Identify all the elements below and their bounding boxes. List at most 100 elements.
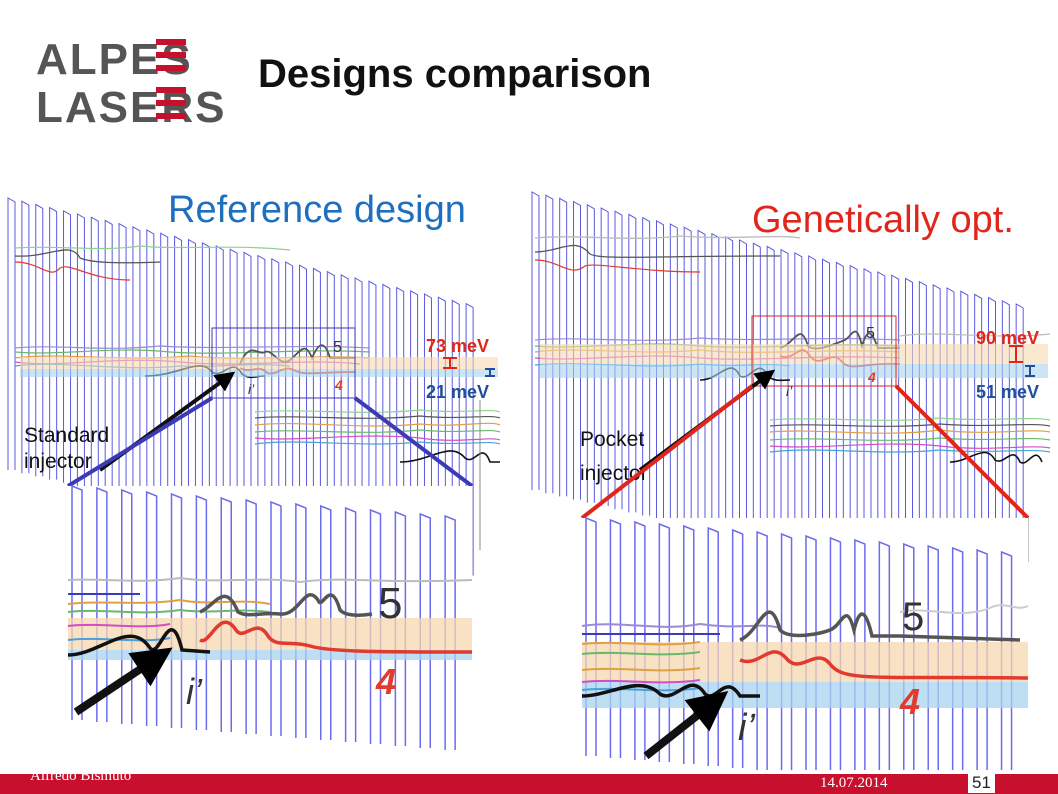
right-injector-label-line1: Pocket xyxy=(580,428,644,451)
left-zoom-inset: 5 4 i’ xyxy=(67,484,473,750)
barrier-wall xyxy=(808,255,817,554)
barrier-wall xyxy=(7,197,16,470)
right-level-4: 4 xyxy=(867,369,876,385)
barrier-wall xyxy=(1015,303,1024,602)
right-energy-marker-top xyxy=(1009,345,1023,363)
barrier-wall xyxy=(531,191,540,490)
barrier-wall xyxy=(299,264,308,538)
right-level-i-prime: i’ xyxy=(786,383,793,399)
left-energy-band-lower xyxy=(20,369,498,377)
barrier-wall xyxy=(752,242,761,542)
barrier-wall xyxy=(960,290,969,590)
left-panel: Reference design 5 4 i’ 73 meV 21 meV St… xyxy=(7,189,501,576)
barrier-wall xyxy=(229,248,238,522)
barrier-wall xyxy=(96,486,108,722)
alpes-lasers-logo: ALPES LASERS xyxy=(36,35,226,126)
barrier-wall xyxy=(121,488,133,724)
right-zoom-level-5: 5 xyxy=(902,595,924,639)
barrier-wall xyxy=(76,213,85,486)
left-energy-marker-top xyxy=(443,357,457,369)
barrier-wall xyxy=(697,229,706,529)
right-zoom-box xyxy=(751,315,897,387)
barrier-wall xyxy=(35,203,44,477)
barrier-wall xyxy=(585,516,597,756)
barrier-wall xyxy=(822,258,830,558)
barrier-wall xyxy=(243,251,252,525)
right-energy-band-upper xyxy=(540,344,1048,364)
logo-accent-bar xyxy=(156,39,186,45)
barrier-wall xyxy=(195,494,208,730)
barrier-wall xyxy=(437,296,446,570)
right-zoom-level-i-prime: i’ xyxy=(738,707,755,749)
barrier-wall xyxy=(410,289,419,563)
left-energy-band-upper xyxy=(20,357,498,369)
left-energy-top: 73 meV xyxy=(426,336,489,356)
left-zoom-level-5: 5 xyxy=(378,579,402,628)
barrier-wall xyxy=(354,277,363,550)
left-zoom-box xyxy=(211,327,356,399)
slide-number: 51 xyxy=(968,773,995,793)
slide-title: Designs comparison xyxy=(258,52,652,96)
barrier-wall xyxy=(835,261,844,561)
left-energy-marker-bottom xyxy=(485,368,495,377)
left-zoom-level-i-prime: i’ xyxy=(186,671,203,712)
footer-date: 14.07.2014 xyxy=(820,775,888,791)
right-zoom-level-4: 4 xyxy=(899,681,920,722)
barrier-wall xyxy=(849,264,858,564)
footer-bar xyxy=(0,774,1058,794)
logo-accent-bar xyxy=(156,100,186,106)
barrier-wall xyxy=(368,280,377,554)
barrier-wall xyxy=(49,206,58,480)
barrier-wall xyxy=(271,257,280,531)
barrier-wall xyxy=(905,277,913,577)
right-zoom-connector xyxy=(894,384,1030,520)
footer-author: Alfredo Bismuto xyxy=(30,768,132,784)
barrier-wall xyxy=(877,271,886,570)
barrier-wall xyxy=(609,518,622,758)
barrier-wall xyxy=(711,232,720,532)
barrier-wall xyxy=(725,235,734,535)
barrier-wall xyxy=(220,496,232,732)
barrier-wall xyxy=(1001,299,1010,599)
barrier-wall xyxy=(974,293,983,593)
barrier-wall xyxy=(90,216,99,490)
logo-line2: LASERS xyxy=(36,83,226,126)
barrier-wall xyxy=(794,251,803,551)
left-level-5: 5 xyxy=(333,339,342,356)
barrier-wall xyxy=(312,267,321,541)
right-panel-heading: Genetically opt. xyxy=(752,199,1014,241)
left-level-i-prime: i’ xyxy=(248,381,255,397)
barrier-wall xyxy=(340,273,349,547)
right-level-5: 5 xyxy=(866,325,875,342)
left-zoom-connector xyxy=(353,396,474,488)
logo-accent-bar xyxy=(156,52,186,58)
left-injector-label-line2: injector xyxy=(24,450,92,473)
right-energy-top: 90 meV xyxy=(976,328,1039,348)
barrier-wall xyxy=(918,280,927,580)
barrier-wall xyxy=(326,270,335,544)
barrier-wall xyxy=(451,299,460,573)
logo-accent-bar xyxy=(156,113,186,119)
barrier-wall xyxy=(766,245,775,545)
logo-accent-bar xyxy=(156,65,186,71)
left-level-4: 4 xyxy=(334,377,343,393)
barrier-wall xyxy=(104,219,113,493)
right-energy-marker-bottom xyxy=(1025,365,1035,377)
left-zoom-arrow xyxy=(73,647,173,716)
logo-accent-bar xyxy=(156,87,186,93)
barrier-wall xyxy=(201,241,210,515)
left-energy-bottom: 21 meV xyxy=(426,382,489,402)
left-panel-heading: Reference design xyxy=(168,189,466,231)
band-diagram-comparison: Reference design 5 4 i’ 73 meV 21 meV St… xyxy=(7,189,1051,770)
barrier-wall xyxy=(780,248,789,548)
right-panel: Genetically opt. 5 4 i’ 90 meV 51 meV Po… xyxy=(531,191,1051,602)
left-zoom-level-4: 4 xyxy=(375,661,396,702)
barrier-wall xyxy=(932,283,941,583)
barrier-wall xyxy=(21,200,30,474)
left-injector-label-line1: Standard xyxy=(24,424,109,447)
left-zoom-connector xyxy=(66,396,214,488)
right-zoom-connector xyxy=(580,384,754,520)
barrier-wall xyxy=(257,254,266,528)
right-zoom-arrow xyxy=(643,691,729,760)
right-energy-band-lower xyxy=(540,364,1048,378)
